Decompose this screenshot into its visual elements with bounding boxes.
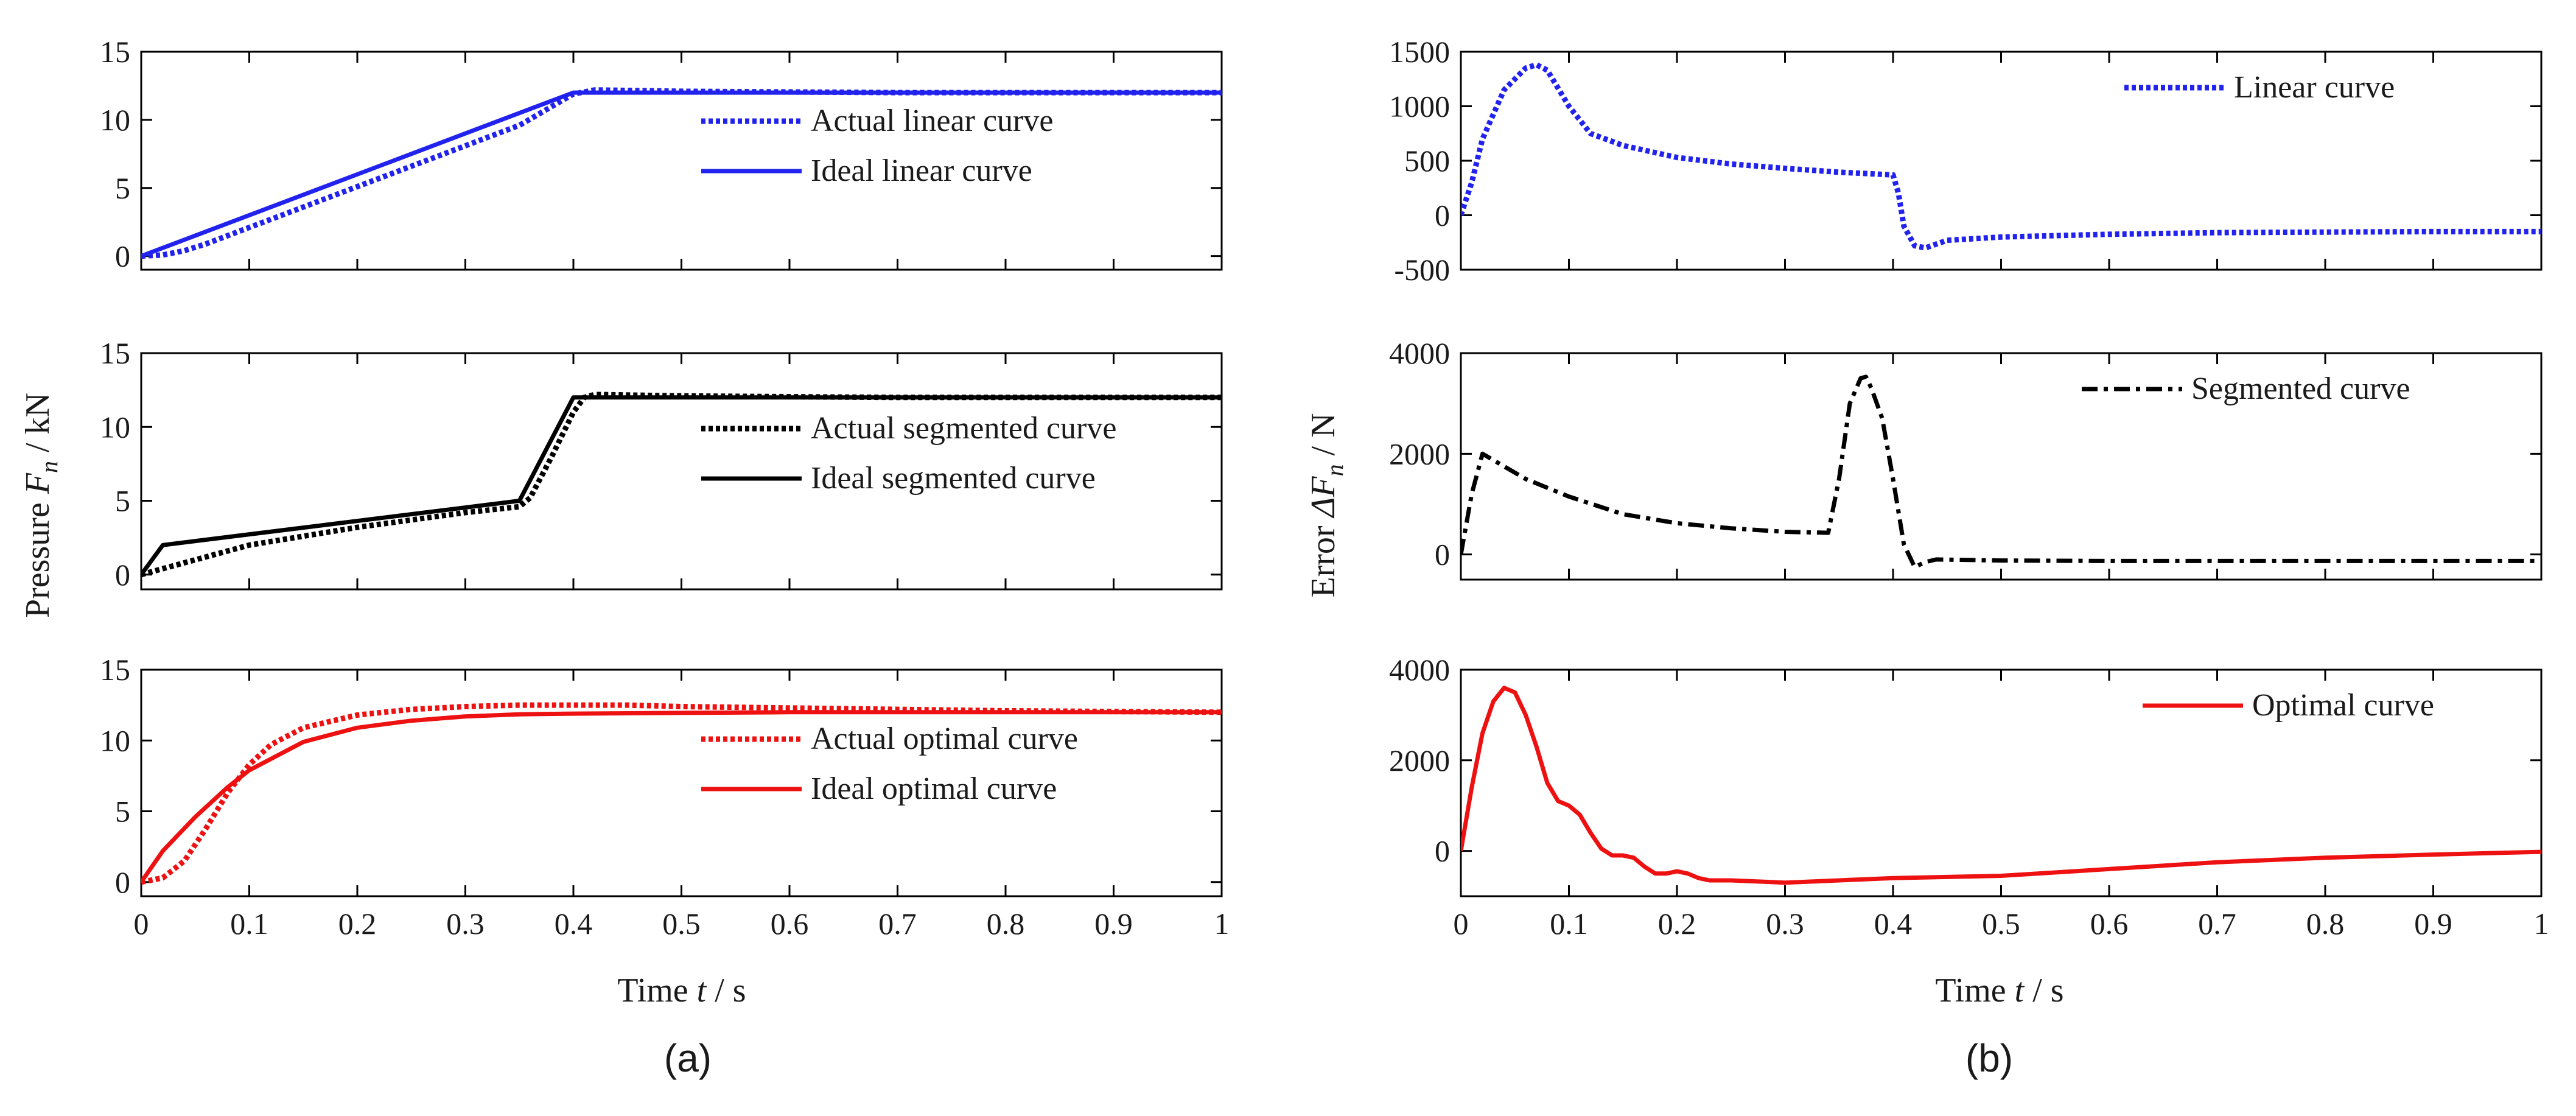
chart-a3: 0 5 10 15 0 0.1 0.2 0.3 0.4 0.5 0.6 0.7 0.8 0.9 1 Actua… bbox=[100, 653, 1230, 941]
y-tick-label: 0 bbox=[115, 865, 130, 899]
x-tick-label: 1 bbox=[2534, 907, 2549, 941]
legend-label: Optimal curve bbox=[2252, 688, 2434, 723]
a-ylabel-sub: n bbox=[35, 461, 63, 473]
x-tick-label: 0.5 bbox=[1982, 907, 2020, 941]
b-ylabel: Error ΔFn / N bbox=[1304, 413, 1348, 597]
legend-label: Actual linear curve bbox=[811, 104, 1053, 138]
y-tick-label: 4000 bbox=[1389, 653, 1450, 687]
x-tick-label: 0.9 bbox=[2414, 907, 2452, 941]
x-tick-label: 0.6 bbox=[2090, 907, 2129, 941]
a-xlabel: Time t / s bbox=[617, 972, 746, 1009]
y-tick-label: 10 bbox=[100, 723, 130, 757]
x-tick-label: 0.7 bbox=[878, 907, 917, 941]
legend-label: Ideal segmented curve bbox=[811, 461, 1096, 496]
y-tick-label: 15 bbox=[100, 653, 130, 687]
x-tick-label: 0.9 bbox=[1094, 907, 1133, 941]
series-line bbox=[141, 87, 1222, 259]
x-tick-label: 0 bbox=[134, 907, 149, 941]
y-tick-label: -500 bbox=[1394, 253, 1450, 287]
axes-frame bbox=[140, 669, 1223, 897]
x-tick-label: 1 bbox=[1214, 907, 1230, 941]
legend-label: Segmented curve bbox=[2191, 371, 2410, 406]
y-tick-label: 5 bbox=[115, 484, 130, 518]
y-tick-label: 0 bbox=[1435, 198, 1450, 233]
x-tick-label: 0.3 bbox=[446, 907, 485, 941]
a-ylabel-var: F bbox=[19, 472, 57, 494]
y-tick-label: 5 bbox=[115, 795, 130, 829]
x-tick-label: 0.5 bbox=[662, 907, 701, 941]
y-tick-label: 0 bbox=[115, 558, 130, 592]
series-line bbox=[141, 90, 1222, 258]
x-tick-label: 0.1 bbox=[1550, 907, 1588, 941]
series-line bbox=[141, 710, 1222, 883]
panel-a-label: (a) bbox=[664, 1036, 712, 1080]
chart-b1: -500 0 500 1000 1500 Linear curve bbox=[1389, 35, 2543, 287]
b-xlabel: Time t / s bbox=[1935, 972, 2063, 1009]
legend-label: Ideal optimal curve bbox=[811, 771, 1057, 806]
legend-label: Actual optimal curve bbox=[811, 721, 1078, 756]
legend-label: Ideal linear curve bbox=[811, 153, 1032, 188]
x-tick-label: 0.7 bbox=[2198, 907, 2236, 941]
chart-a2: 0 5 10 15 Actual segmented curve Ideal segmen… bbox=[100, 336, 1223, 592]
x-tick-label: 0.2 bbox=[1658, 907, 1696, 941]
x-tick-label: 0.8 bbox=[987, 907, 1025, 941]
y-tick-label: 0 bbox=[115, 239, 130, 273]
y-tick-label: 5 bbox=[115, 171, 130, 205]
axes-frame bbox=[140, 51, 1223, 271]
y-tick-label: 10 bbox=[100, 103, 130, 137]
x-tick-label: 0.3 bbox=[1766, 907, 1804, 941]
x-tick-label: 0 bbox=[1454, 907, 1469, 941]
chart-b2: 0 2000 4000 Segmented curve bbox=[1389, 336, 2543, 581]
x-tick-label: 0.4 bbox=[1874, 907, 1913, 941]
y-tick-label: 1500 bbox=[1389, 35, 1450, 69]
x-tick-label: 0.6 bbox=[771, 907, 809, 941]
series-line bbox=[1461, 374, 2541, 569]
y-tick-label: 15 bbox=[100, 336, 130, 370]
legend-label: Actual segmented curve bbox=[811, 411, 1116, 446]
y-tick-label: 15 bbox=[100, 35, 130, 69]
chart-b3: 0 2000 4000 0 0.1 0.2 0.3 0.4 0.5 0.6 0.7 0.8 0.9 1 Op… bbox=[1389, 653, 2549, 941]
x-tick-label: 0.2 bbox=[338, 907, 377, 941]
y-tick-label: 2000 bbox=[1389, 437, 1450, 471]
x-tick-label: 0.1 bbox=[230, 907, 268, 941]
y-tick-label: 500 bbox=[1404, 144, 1450, 178]
panel-b-label: (b) bbox=[1965, 1036, 2013, 1080]
series-line bbox=[141, 702, 1222, 885]
y-tick-label: 0 bbox=[1435, 834, 1450, 868]
legend-label: Linear curve bbox=[2234, 70, 2395, 105]
series-line bbox=[1461, 686, 2541, 885]
x-tick-label: 0.4 bbox=[555, 907, 593, 941]
a-ylabel: Pressure Fn / kN bbox=[19, 393, 63, 618]
y-tick-label: 4000 bbox=[1389, 336, 1450, 370]
y-tick-label: 1000 bbox=[1389, 89, 1450, 124]
chart-a1: 0 5 10 15 Actual linear curve Ideal linear cu… bbox=[100, 35, 1223, 273]
y-tick-label: 10 bbox=[100, 410, 130, 444]
y-tick-label: 2000 bbox=[1389, 743, 1450, 777]
y-tick-label: 0 bbox=[1435, 538, 1450, 572]
x-tick-label: 0.8 bbox=[2306, 907, 2345, 941]
